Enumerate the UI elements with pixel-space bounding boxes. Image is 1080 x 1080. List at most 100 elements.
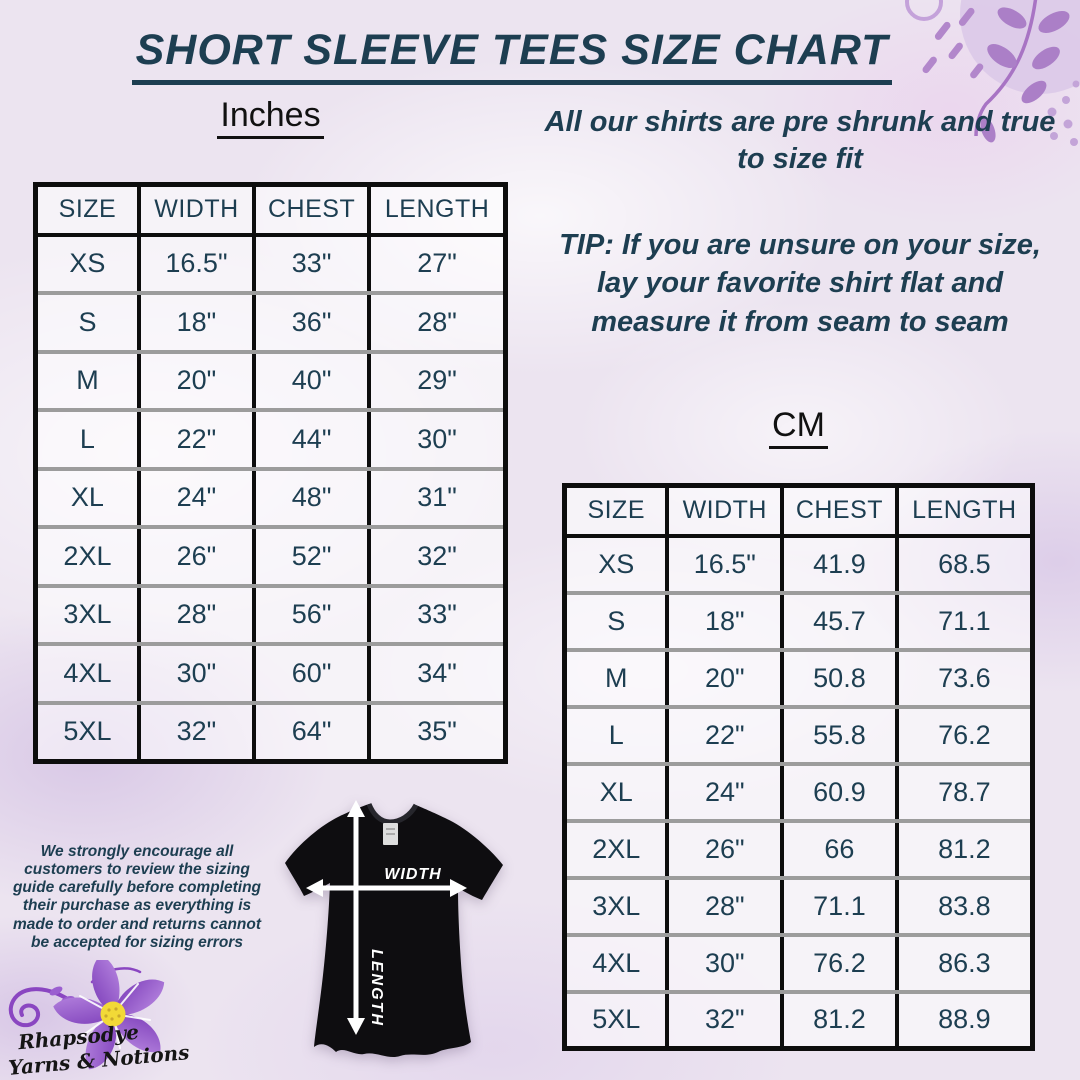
size-cell: 81.2 (894, 820, 1033, 880)
logo-flower-icon (8, 960, 165, 1070)
size-cell: 71.1 (780, 877, 897, 937)
inches-size-table: SIZE WIDTH CHEST LENGTH XS 16.5" 33" 27" S 18" 36"… (33, 182, 508, 764)
size-cell: 30" (665, 934, 783, 994)
tshirt-collar (366, 803, 419, 825)
size-cell: 20" (665, 649, 783, 709)
column-header: WIDTH (136, 184, 255, 237)
size-cell: 76.2 (894, 706, 1033, 766)
size-row: M 20" 40" 29" (35, 351, 506, 412)
size-cell: 36" (252, 293, 370, 354)
column-header: LENGTH (367, 184, 506, 237)
size-cell: 44" (252, 410, 370, 471)
size-cell: 40" (252, 351, 370, 412)
column-header: CHEST (252, 184, 370, 237)
size-cell: 2XL (564, 820, 668, 880)
size-row: XL 24" 48" 31" (35, 468, 506, 529)
size-row: 2XL 26" 66 81.2 (564, 820, 1033, 880)
size-cell: 34" (367, 644, 506, 705)
size-cell: 20" (136, 351, 255, 412)
size-row: L 22" 44" 30" (35, 410, 506, 471)
size-cell: 76.2 (780, 934, 897, 994)
size-row: S 18" 36" 28" (35, 293, 506, 354)
size-cell: 33" (367, 585, 506, 646)
size-cell: 5XL (63, 716, 112, 746)
size-cell: 30" (136, 644, 255, 705)
size-cell: S (35, 293, 139, 354)
size-cell: 24" (665, 763, 783, 823)
size-cell: XL (35, 468, 139, 529)
page-title: SHORT SLEEVE TEES SIZE CHART (0, 26, 1080, 85)
size-cell: 83.8 (894, 877, 1033, 937)
width-arrow (306, 879, 467, 897)
size-cell: 88.9 (894, 991, 1033, 1049)
cm-heading: CM (562, 406, 1035, 449)
size-cell: 3XL (564, 877, 668, 937)
size-cell: 41.9 (780, 535, 897, 595)
size-cell: 35" (367, 702, 506, 761)
table-header-row: SIZE WIDTH CHEST LENGTH (564, 485, 1033, 538)
size-cell: 28" (367, 293, 506, 354)
size-row: 5XL 32" 81.2 88.9 (565, 991, 1033, 1049)
size-cell: 4XL (564, 934, 668, 994)
size-row: 5XL 32" 64" 35" (36, 702, 506, 761)
size-row: M 20" 50.8 73.6 (564, 649, 1033, 709)
size-cell: M (564, 649, 668, 709)
size-row: L 22" 55.8 76.2 (564, 706, 1033, 766)
size-cell: 26" (136, 527, 255, 588)
size-cell: 33" (252, 234, 370, 295)
size-cell: 60.9 (780, 763, 897, 823)
size-row: 2XL 26" 52" 32" (35, 527, 506, 588)
size-row: S 18" 45.7 71.1 (564, 592, 1033, 652)
size-cell: 60" (252, 644, 370, 705)
size-cell: 55.8 (780, 706, 897, 766)
size-cell: XL (564, 763, 668, 823)
size-cell: 45.7 (780, 592, 897, 652)
column-header: CHEST (780, 485, 897, 538)
size-cell: 29" (367, 351, 506, 412)
size-row: 4XL 30" 60" 34" (35, 644, 506, 705)
table-header-row: SIZE WIDTH CHEST LENGTH (35, 184, 506, 237)
size-cell: 2XL (35, 527, 139, 588)
size-cell: 78.7 (894, 763, 1033, 823)
size-cell: 28" (665, 877, 783, 937)
measuring-tip-note: TIP: If you are unsure on your size, lay… (559, 229, 1041, 338)
size-cell: 71.1 (894, 592, 1033, 652)
size-cell: 5XL (592, 1004, 641, 1035)
size-cell: 22" (665, 706, 783, 766)
size-row: 3XL 28" 71.1 83.8 (564, 877, 1033, 937)
column-header: SIZE (35, 184, 139, 237)
size-cell: 48" (252, 468, 370, 529)
size-row: XS 16.5" 33" 27" (35, 234, 506, 295)
size-cell: 66 (780, 820, 897, 880)
size-cell: 50.8 (780, 649, 897, 709)
size-cell: 27" (367, 234, 506, 295)
size-cell: 32" (136, 702, 255, 761)
size-cell: 22" (136, 410, 255, 471)
size-cell: 18" (136, 293, 255, 354)
size-cell: M (35, 351, 139, 412)
size-cell: 3XL (35, 585, 139, 646)
size-cell: S (564, 592, 668, 652)
width-label: WIDTH (384, 866, 441, 883)
sizing-disclaimer-note: We strongly encourage all customers to r… (12, 843, 262, 951)
size-cell: 31" (367, 468, 506, 529)
size-cell: L (564, 706, 668, 766)
size-cell: 32" (367, 527, 506, 588)
size-cell: 52" (252, 527, 370, 588)
size-cell: 24" (136, 468, 255, 529)
length-label: LENGTH (368, 949, 385, 1027)
length-arrow (347, 800, 365, 1035)
size-cell: XS (564, 535, 668, 595)
size-cell: 56" (252, 585, 370, 646)
inches-heading: Inches (33, 96, 508, 139)
size-cell: L (35, 410, 139, 471)
size-cell: 64" (252, 702, 370, 761)
size-row: XL 24" 60.9 78.7 (564, 763, 1033, 823)
leaf-branch-decoration-icon (905, 0, 1080, 146)
size-cell: 68.5 (894, 535, 1033, 595)
size-cell: 26" (665, 820, 783, 880)
tshirt-shape (285, 804, 503, 1058)
size-cell: 4XL (35, 644, 139, 705)
size-cell: 30" (367, 410, 506, 471)
